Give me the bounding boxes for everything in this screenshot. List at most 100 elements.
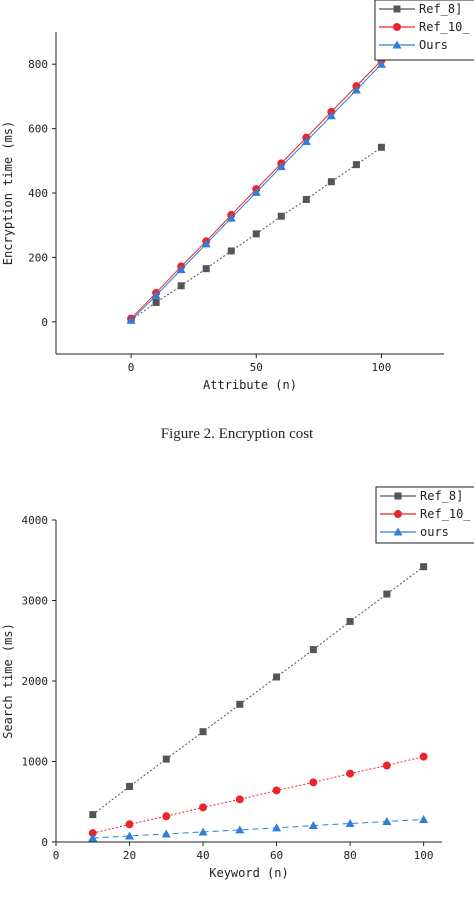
data-point bbox=[277, 212, 285, 220]
data-point bbox=[309, 778, 318, 787]
data-point bbox=[199, 728, 207, 736]
data-point bbox=[226, 213, 236, 222]
y-tick-label: 0 bbox=[41, 316, 48, 329]
data-point bbox=[326, 111, 336, 120]
data-point bbox=[346, 769, 355, 778]
y-tick-label: 200 bbox=[28, 251, 48, 264]
data-point bbox=[309, 646, 317, 654]
y-tick-label: 800 bbox=[28, 58, 48, 71]
data-point bbox=[302, 195, 310, 203]
x-axis-label: Keyword (n) bbox=[209, 866, 288, 880]
data-point bbox=[199, 803, 208, 812]
data-point bbox=[276, 162, 286, 171]
data-point bbox=[227, 247, 235, 255]
x-tick-label: 60 bbox=[270, 849, 283, 862]
data-point bbox=[308, 820, 318, 829]
data-point bbox=[202, 265, 210, 273]
data-point bbox=[327, 178, 335, 186]
legend-label: Ref_10_ bbox=[420, 507, 471, 521]
legend-label: Ref_8] bbox=[420, 489, 463, 503]
x-tick-label: 80 bbox=[343, 849, 356, 862]
data-point bbox=[251, 187, 261, 196]
data-point bbox=[235, 825, 245, 834]
legend-marker bbox=[394, 510, 402, 518]
data-point bbox=[382, 816, 392, 825]
legend: Ref_8] Ref_10_ Ours bbox=[374, 0, 474, 61]
y-tick-label: 4000 bbox=[22, 514, 49, 527]
y-tick-label: 0 bbox=[41, 836, 48, 849]
data-point bbox=[89, 811, 97, 819]
data-point bbox=[272, 823, 282, 832]
series-0 bbox=[127, 143, 385, 324]
data-point bbox=[377, 143, 385, 151]
data-point bbox=[383, 590, 391, 598]
data-point bbox=[235, 795, 244, 804]
data-point bbox=[272, 786, 281, 795]
y-tick-label: 3000 bbox=[22, 595, 49, 608]
series-line bbox=[92, 566, 424, 816]
data-point bbox=[126, 782, 134, 790]
data-point bbox=[420, 563, 428, 571]
data-point bbox=[201, 239, 211, 248]
x-tick-label: 0 bbox=[53, 849, 60, 862]
data-point bbox=[162, 812, 171, 821]
x-tick-label: 50 bbox=[250, 361, 263, 374]
encryption-cost-chart: 0 200 400 600 800 0 50 100 Attribute (n) Encrypti… bbox=[1, 0, 474, 392]
x-tick-label: 40 bbox=[196, 849, 209, 862]
x-tick-label: 100 bbox=[414, 849, 434, 862]
data-point bbox=[236, 700, 244, 708]
data-point bbox=[161, 829, 171, 838]
data-point bbox=[162, 755, 170, 763]
data-point bbox=[351, 85, 361, 94]
series-line bbox=[92, 756, 424, 834]
data-point bbox=[376, 59, 386, 68]
legend-box bbox=[374, 0, 474, 61]
y-tick-label: 400 bbox=[28, 187, 48, 200]
y-axis-label: Search time (ms) bbox=[1, 623, 15, 739]
data-point bbox=[125, 820, 134, 829]
data-point bbox=[198, 827, 208, 836]
y-tick-label: 600 bbox=[28, 123, 48, 136]
data-point bbox=[382, 761, 391, 770]
x-tick-label: 100 bbox=[371, 361, 391, 374]
legend-marker bbox=[394, 492, 402, 500]
data-point bbox=[301, 136, 311, 145]
data-point bbox=[252, 230, 260, 238]
series-2 bbox=[126, 59, 386, 324]
legend-marker bbox=[392, 40, 402, 49]
legend: Ref_8] Ref_10_ours bbox=[375, 486, 474, 544]
data-point bbox=[346, 617, 354, 625]
data-point bbox=[88, 829, 97, 838]
data-point bbox=[177, 282, 185, 290]
data-point bbox=[151, 290, 161, 299]
series-line bbox=[92, 818, 424, 839]
data-point bbox=[352, 161, 360, 169]
data-point bbox=[125, 831, 135, 840]
x-tick-label: 20 bbox=[123, 849, 136, 862]
x-axis-label: Attribute (n) bbox=[203, 378, 297, 392]
y-tick-label: 1000 bbox=[22, 756, 49, 769]
x-tick-label: 0 bbox=[128, 361, 135, 374]
data-point bbox=[345, 818, 355, 827]
data-point bbox=[88, 833, 98, 842]
search-time-chart: 0 1000 2000 3000 4000 0 20 40 60 80 100 Keyword (n)… bbox=[1, 486, 474, 880]
legend-label: Ref_8] bbox=[419, 2, 462, 16]
series-1 bbox=[88, 752, 428, 838]
data-point bbox=[126, 315, 136, 324]
legend-label: Ref_10_ bbox=[419, 20, 470, 34]
legend-label: Ours bbox=[419, 38, 448, 52]
data-point bbox=[419, 814, 429, 823]
legend-marker bbox=[393, 527, 403, 536]
y-axis-label: Encryption time (ms) bbox=[1, 121, 15, 266]
data-point bbox=[419, 752, 428, 761]
data-point bbox=[273, 673, 281, 681]
data-point bbox=[152, 298, 160, 306]
series-0 bbox=[89, 563, 428, 819]
data-point bbox=[176, 265, 186, 274]
legend-label: ours bbox=[420, 525, 449, 539]
legend-marker bbox=[393, 23, 401, 31]
figure-caption: Figure 2. Encryption cost bbox=[160, 426, 314, 442]
y-tick-label: 2000 bbox=[22, 675, 49, 688]
series-2 bbox=[88, 814, 429, 842]
legend-marker bbox=[393, 5, 401, 13]
